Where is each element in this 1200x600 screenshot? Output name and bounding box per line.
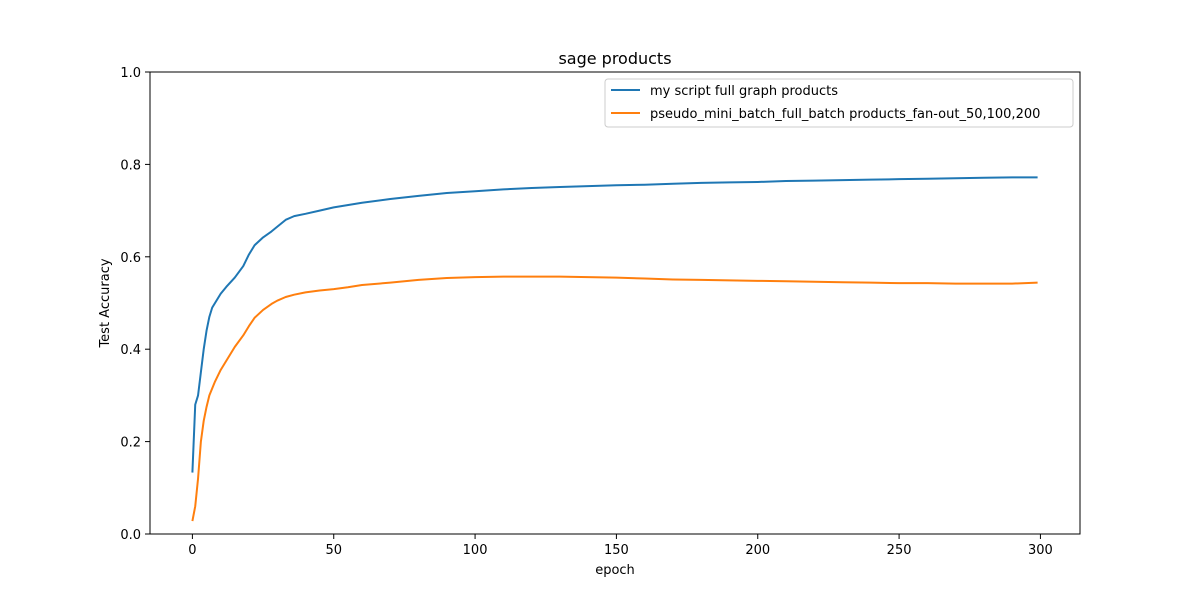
plot-area	[149, 71, 1081, 535]
y-tick-label: 0.2	[120, 436, 141, 451]
x-tick-label: 0	[188, 543, 196, 558]
y-tick-label: 1.0	[120, 66, 141, 81]
x-tick-label: 250	[887, 543, 912, 558]
x-tick-label: 150	[604, 543, 629, 558]
y-tick-label: 0.6	[120, 251, 141, 266]
chart-title: sage products	[558, 49, 671, 68]
legend-box	[604, 78, 1074, 128]
x-tick-label: 50	[325, 543, 342, 558]
x-axis: 0 50 100 150 200 250 300	[188, 534, 1053, 558]
legend-label-series-2: pseudo_mini_batch_full_batch products_fa…	[650, 107, 1040, 122]
legend-label-series-1: my script full graph products	[650, 84, 838, 99]
y-axis-label: Test Accuracy	[98, 258, 113, 348]
x-axis-label: epoch	[595, 563, 635, 578]
x-tick-label: 100	[463, 543, 488, 558]
x-tick-label: 200	[745, 543, 770, 558]
y-tick-label: 0.4	[120, 343, 141, 358]
series-lines	[191, 176, 1038, 522]
y-axis: 0.0 0.2 0.4 0.6 0.8 1.0	[120, 66, 150, 543]
plot-frame	[149, 71, 1081, 535]
legend: my script full graph products pseudo_min…	[604, 78, 1074, 128]
series-line-1	[191, 176, 1038, 473]
series-line-2	[191, 275, 1038, 522]
y-tick-label: 0.8	[120, 158, 141, 173]
y-tick-label: 0.0	[120, 528, 141, 543]
x-tick-label: 300	[1028, 543, 1053, 558]
